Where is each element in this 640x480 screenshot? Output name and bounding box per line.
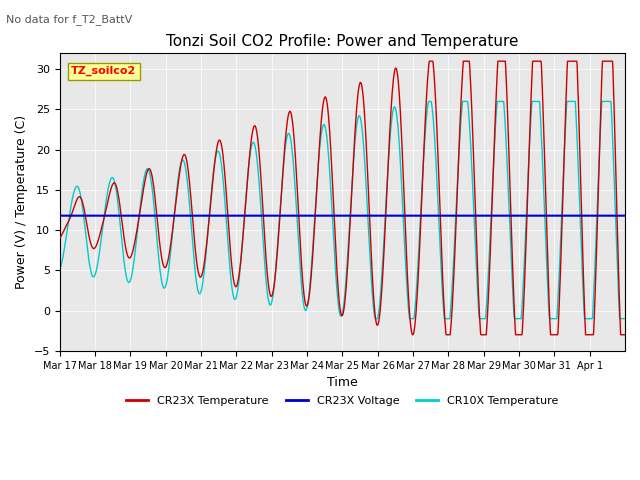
X-axis label: Time: Time [327, 376, 358, 389]
Legend: CR23X Temperature, CR23X Voltage, CR10X Temperature: CR23X Temperature, CR23X Voltage, CR10X … [122, 392, 563, 411]
Y-axis label: Power (V) / Temperature (C): Power (V) / Temperature (C) [15, 115, 28, 289]
Text: TZ_soilco2: TZ_soilco2 [71, 66, 136, 76]
Text: No data for f_T2_BattV: No data for f_T2_BattV [6, 14, 132, 25]
Title: Tonzi Soil CO2 Profile: Power and Temperature: Tonzi Soil CO2 Profile: Power and Temper… [166, 34, 518, 49]
